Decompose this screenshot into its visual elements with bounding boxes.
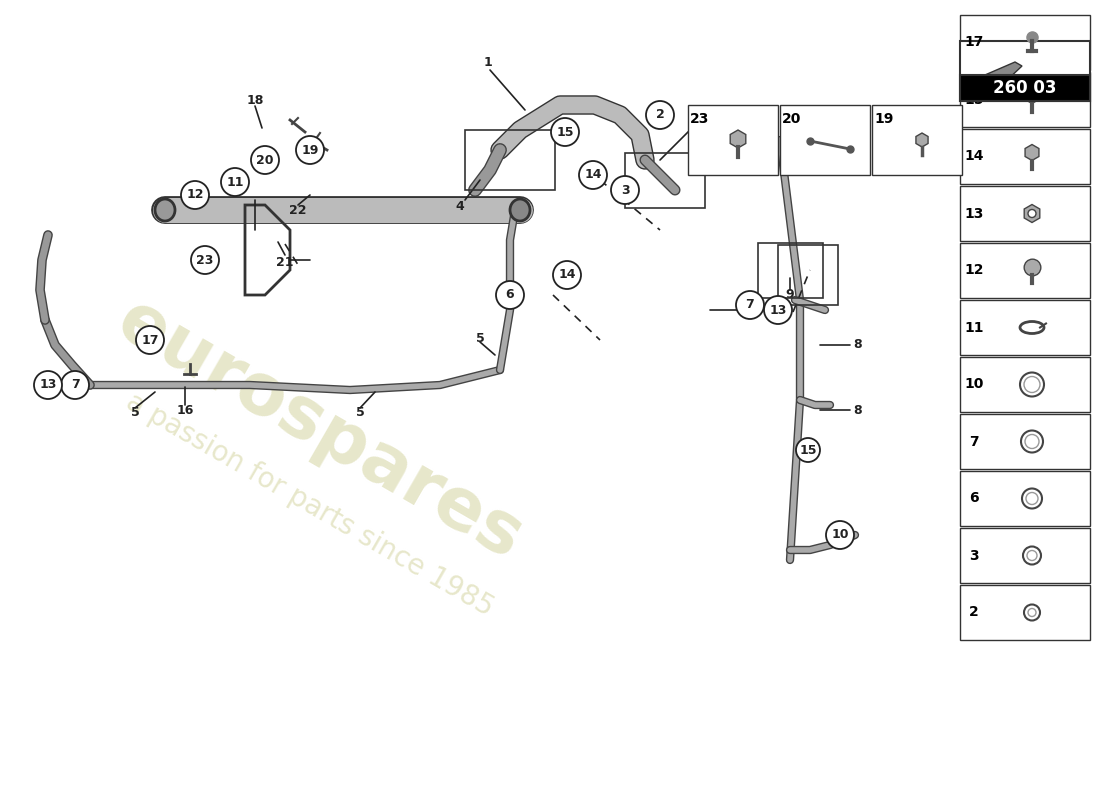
Text: 21: 21 — [276, 255, 294, 269]
Bar — [465, 130, 556, 190]
Text: a passion for parts since 1985: a passion for parts since 1985 — [121, 388, 498, 622]
Circle shape — [296, 136, 324, 164]
Text: 1: 1 — [749, 303, 758, 317]
Text: 15: 15 — [800, 443, 816, 457]
Text: 19: 19 — [301, 143, 319, 157]
Text: 10: 10 — [965, 378, 983, 391]
Circle shape — [60, 371, 89, 399]
Text: 11: 11 — [965, 321, 983, 334]
Text: 5: 5 — [475, 331, 484, 345]
Bar — [780, 105, 870, 175]
Bar — [960, 528, 1090, 583]
Text: 3: 3 — [969, 549, 979, 562]
Bar — [960, 300, 1090, 355]
Circle shape — [182, 181, 209, 209]
Text: 1: 1 — [698, 110, 707, 123]
Text: 14: 14 — [558, 269, 575, 282]
Bar — [960, 357, 1090, 412]
Circle shape — [646, 101, 674, 129]
Circle shape — [251, 146, 279, 174]
Text: 7: 7 — [70, 378, 79, 391]
Ellipse shape — [155, 199, 175, 221]
Text: 20: 20 — [782, 112, 802, 126]
Text: 5: 5 — [355, 406, 364, 418]
Bar — [960, 414, 1090, 469]
Text: 23: 23 — [196, 254, 213, 266]
Bar — [758, 242, 823, 298]
Text: 15: 15 — [557, 126, 574, 138]
Text: 14: 14 — [965, 150, 983, 163]
Text: eurospares: eurospares — [104, 286, 535, 574]
Bar — [960, 129, 1090, 184]
Text: 23: 23 — [691, 112, 710, 126]
Bar — [960, 186, 1090, 241]
Text: 12: 12 — [186, 189, 204, 202]
Text: 12: 12 — [965, 263, 983, 278]
Circle shape — [579, 161, 607, 189]
Bar — [960, 41, 1090, 101]
Text: 3: 3 — [620, 183, 629, 197]
Bar — [960, 15, 1090, 70]
Circle shape — [221, 168, 249, 196]
Circle shape — [496, 281, 524, 309]
Text: 7: 7 — [746, 298, 755, 311]
Circle shape — [551, 118, 579, 146]
Text: 14: 14 — [584, 169, 602, 182]
Text: 5: 5 — [131, 406, 140, 418]
Bar — [872, 105, 962, 175]
Text: 13: 13 — [965, 206, 983, 221]
Text: 4: 4 — [455, 201, 464, 214]
Text: 17: 17 — [965, 35, 983, 50]
Text: 7: 7 — [969, 434, 979, 449]
Circle shape — [826, 521, 854, 549]
Circle shape — [736, 291, 764, 319]
Bar — [960, 75, 1090, 101]
Text: 17: 17 — [141, 334, 158, 346]
Bar — [960, 243, 1090, 298]
Bar — [960, 471, 1090, 526]
Bar — [960, 72, 1090, 127]
Bar — [778, 245, 838, 305]
Text: 22: 22 — [289, 203, 307, 217]
Text: 2: 2 — [969, 606, 979, 619]
Text: 9: 9 — [785, 289, 794, 302]
Bar — [960, 585, 1090, 640]
Bar — [688, 105, 778, 175]
Text: 260 03: 260 03 — [993, 79, 1057, 97]
Text: 18: 18 — [246, 94, 264, 106]
Polygon shape — [978, 62, 1022, 82]
Text: 2: 2 — [656, 109, 664, 122]
Text: 6: 6 — [969, 491, 979, 506]
Text: 11: 11 — [227, 175, 244, 189]
Ellipse shape — [510, 199, 530, 221]
Text: 13: 13 — [40, 378, 57, 391]
Text: 16: 16 — [176, 403, 194, 417]
Circle shape — [136, 326, 164, 354]
Circle shape — [1028, 210, 1036, 218]
Text: 20: 20 — [256, 154, 274, 166]
Text: 8: 8 — [751, 134, 760, 146]
Text: 6: 6 — [506, 289, 515, 302]
Text: 8: 8 — [854, 338, 862, 351]
Text: 8: 8 — [795, 122, 804, 134]
Text: 19: 19 — [874, 112, 893, 126]
Circle shape — [191, 246, 219, 274]
Text: 15: 15 — [965, 93, 983, 106]
Circle shape — [610, 176, 639, 204]
Text: 8: 8 — [854, 403, 862, 417]
Bar — [625, 153, 705, 207]
Circle shape — [796, 438, 820, 462]
Circle shape — [34, 371, 62, 399]
Text: 1: 1 — [484, 55, 493, 69]
Text: 10: 10 — [832, 529, 849, 542]
Circle shape — [553, 261, 581, 289]
Circle shape — [764, 296, 792, 324]
Text: 13: 13 — [769, 303, 786, 317]
